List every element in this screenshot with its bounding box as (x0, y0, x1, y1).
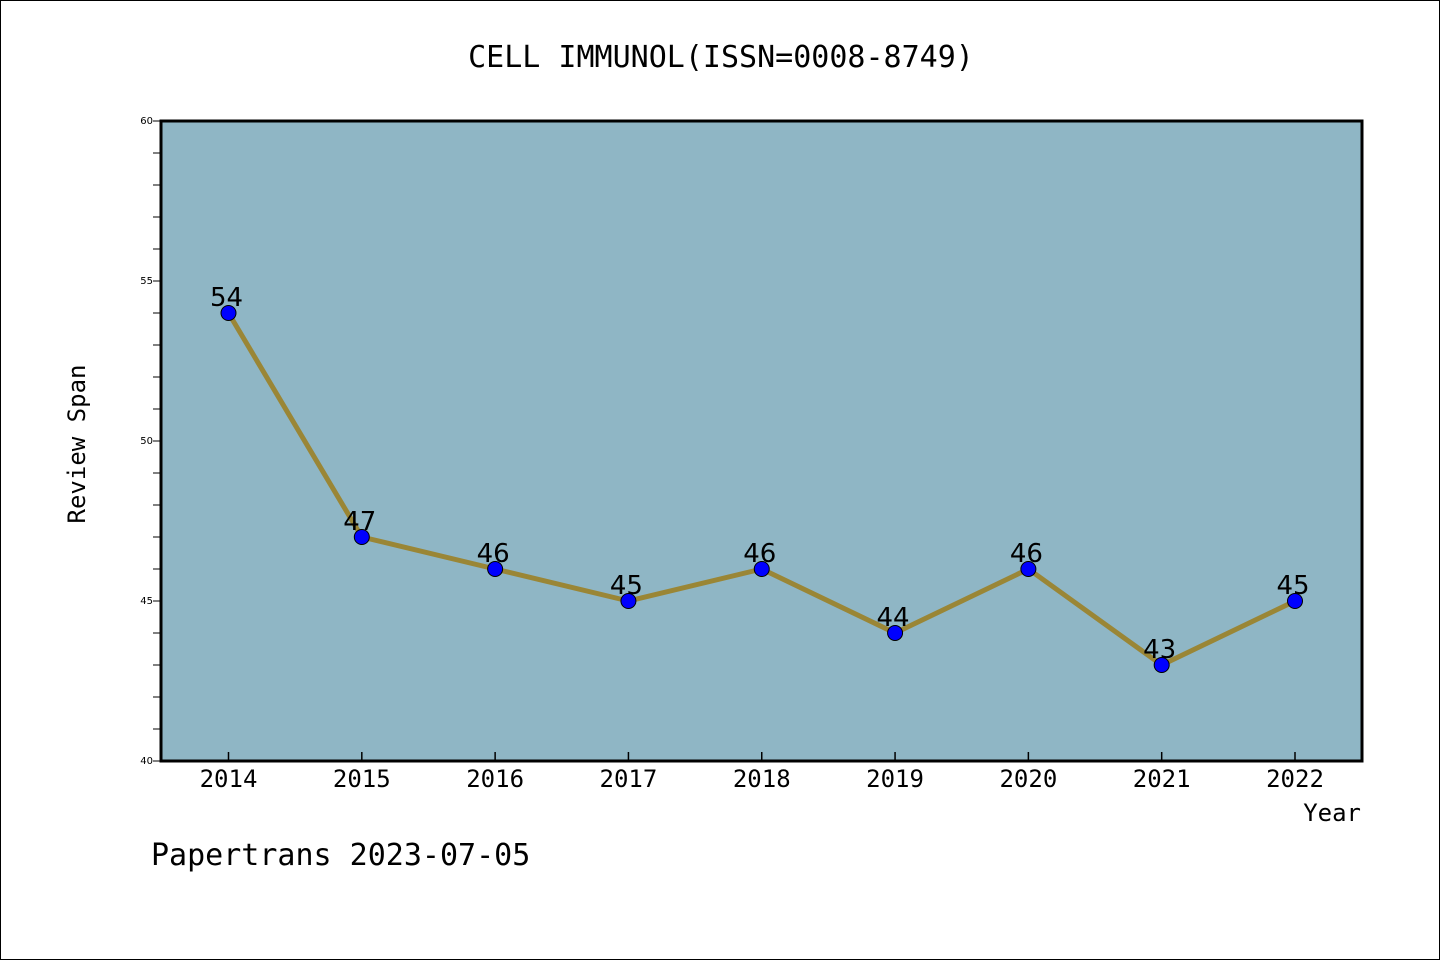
data-label: 47 (343, 507, 376, 537)
data-point (353, 529, 370, 545)
x-axis-label: Year (1303, 799, 1361, 827)
data-point (1153, 657, 1170, 673)
data-label: 45 (610, 571, 643, 601)
data-point (620, 593, 637, 609)
footer-credit: Papertrans 2023-07-05 (151, 838, 530, 873)
plot-area (159, 119, 1364, 763)
series-layer: 54 47 46 45 46 44 46 43 45 (210, 283, 1310, 673)
data-point (487, 561, 504, 577)
y-tick-label: 40 (140, 756, 153, 767)
y-axis: 40 45 50 55 60 (140, 116, 161, 767)
y-axis-label: Review Span (63, 365, 91, 524)
data-label: 46 (743, 539, 776, 569)
data-point (1020, 561, 1037, 577)
chart-title: CELL IMMUNOL(ISSN=0008-8749) (468, 40, 974, 75)
data-point (1287, 593, 1303, 609)
y-tick-label: 45 (140, 596, 153, 607)
data-point (220, 305, 237, 321)
y-tick-label: 50 (140, 436, 153, 447)
x-tick-label: 2022 (1266, 765, 1324, 793)
data-point (753, 561, 770, 577)
data-label: 46 (1010, 539, 1043, 569)
data-label: 43 (1143, 635, 1176, 665)
x-tick-label: 2014 (200, 765, 258, 793)
x-tick-label: 2020 (999, 765, 1057, 793)
x-tick-label: 2015 (333, 765, 391, 793)
x-axis: 2014 2015 2016 2017 2018 2019 2020 2021 2022 (200, 752, 1324, 793)
data-label: 46 (477, 539, 510, 569)
x-tick-label: 2016 (466, 765, 524, 793)
y-tick-label: 60 (140, 116, 153, 127)
data-point (887, 625, 904, 641)
x-tick-label: 2021 (1133, 765, 1191, 793)
data-label: 45 (1276, 571, 1309, 601)
x-tick-label: 2019 (866, 765, 924, 793)
x-tick-label: 2018 (733, 765, 791, 793)
x-tick-label: 2017 (600, 765, 658, 793)
data-label: 44 (877, 603, 910, 633)
data-label: 54 (210, 283, 243, 313)
y-tick-label: 55 (140, 276, 153, 287)
